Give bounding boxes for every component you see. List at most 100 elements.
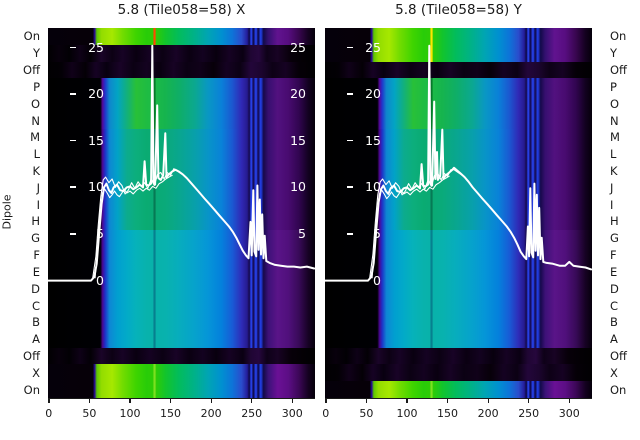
dipole-label-i-10: I	[36, 197, 40, 212]
heatmap-row-on-0	[48, 28, 315, 46]
level-tick-left-25: 25	[345, 40, 381, 56]
heatmap-row-j-9	[48, 179, 315, 197]
heatmap-row-d-15	[325, 280, 592, 298]
dipole-label-d-15: D	[31, 281, 40, 296]
tick-dash	[347, 139, 353, 142]
power-line-overlay	[325, 44, 592, 282]
x-tick-label-150: 150	[437, 407, 459, 420]
x-tick-mark-300	[568, 399, 570, 403]
x-tick-mark-50	[365, 399, 368, 403]
heatmap-row-h-11	[325, 213, 592, 231]
trace-band3	[371, 175, 450, 279]
level-tick-right-10: 10	[290, 179, 306, 195]
heatmap-row-x-20	[48, 364, 315, 382]
dipole-label-c-16: C	[31, 298, 40, 313]
dipole-label-on-21: On	[610, 382, 627, 397]
dipole-label-d-15: D	[610, 281, 619, 296]
dipole-label-j-9: J	[610, 180, 614, 195]
dipole-label-n-5: N	[31, 113, 40, 128]
dipole-label-h-11: H	[610, 214, 619, 229]
dipole-label-m-6: M	[30, 130, 40, 145]
trace-band3	[94, 174, 173, 279]
tick-dash	[70, 232, 76, 235]
heatmap-row-p-3	[325, 78, 592, 96]
level-tick-right-5: 5	[298, 225, 306, 241]
heatmap-row-p-3	[48, 78, 315, 96]
x-tick-label-150: 150	[160, 407, 182, 420]
dipole-label-off-19: Off	[610, 348, 627, 363]
level-tick-left-10: 10	[345, 179, 381, 195]
heatmap-row-a-18	[48, 330, 315, 349]
trace-main	[325, 44, 592, 282]
dipole-label-x-20: X	[610, 365, 618, 380]
dipole-label-y-1: Y	[610, 46, 618, 61]
heatmap-row-on-0	[325, 28, 592, 46]
x-tick-label-300: 300	[558, 407, 580, 420]
x-tick-mark-0	[48, 399, 50, 403]
tick-dash	[347, 93, 353, 95]
x-tick-label-0: 0	[322, 407, 330, 420]
dipole-label-i-10: I	[610, 197, 614, 212]
heatmap-row-o-4	[325, 95, 592, 113]
x-tick-mark-250	[528, 399, 530, 403]
x-tick-mark-250	[251, 399, 253, 403]
heatmap-row-m-6	[325, 128, 592, 147]
dipole-label-p-3: P	[610, 79, 617, 94]
trace-band2	[369, 169, 463, 280]
level-tick-left-15: 15	[68, 133, 104, 149]
level-tick-right-15: 15	[290, 132, 306, 148]
dipole-label-l-7: L	[610, 147, 617, 162]
dipole-label-b-17: B	[32, 315, 40, 330]
dipole-label-g-12: G	[610, 231, 619, 246]
x-tick-mark-100	[406, 399, 408, 403]
heatmap-row-h-11	[48, 213, 315, 231]
level-tick-left-20: 20	[345, 86, 381, 102]
dipole-label-a-18: A	[610, 332, 618, 347]
heatmap-row-on-21	[48, 381, 315, 398]
dipole-label-on-0: On	[610, 29, 627, 44]
tick-dash	[70, 139, 76, 142]
x-tick-label-300: 300	[281, 407, 303, 420]
heatmap-row-n-5	[48, 112, 315, 130]
dipole-label-c-16: C	[610, 298, 619, 313]
x-axis-right: 0 50 100 150 200 250 300	[322, 399, 592, 429]
level-tick-left-0: 0	[373, 272, 381, 288]
heatmap-row-y-1	[48, 44, 315, 63]
heatmap-row-b-17	[325, 313, 592, 332]
heatmap-row-l-7	[48, 145, 315, 164]
dipole-label-g-12: G	[31, 231, 40, 246]
dipole-label-o-4: O	[30, 96, 40, 111]
dipole-label-f-13: F	[33, 248, 40, 263]
heatmap-row-g-12	[325, 229, 592, 248]
dipole-label-x-20: X	[32, 365, 40, 380]
level-tick-left-25: 25	[68, 40, 104, 56]
heatmap-row-on-21	[325, 381, 592, 398]
dipole-label-k-8: K	[610, 163, 618, 178]
x-tick-label-50: 50	[82, 407, 97, 420]
x-tick-label-0: 0	[45, 407, 53, 420]
heatmap-row-i-10	[48, 196, 315, 214]
heatmap-row-b-17	[48, 313, 315, 332]
dipole-label-f-13: F	[610, 248, 617, 263]
dipole-label-on-0: On	[23, 29, 40, 44]
tick-dash	[347, 46, 353, 49]
x-tick-mark-200	[210, 399, 212, 403]
dipole-label-p-3: P	[33, 79, 40, 94]
tick-dash	[70, 186, 76, 188]
x-tick-mark-150	[169, 399, 172, 403]
heatmap-row-l-7	[325, 145, 592, 164]
x-tick-mark-100	[129, 399, 131, 403]
heatmap-row-m-6	[48, 128, 315, 147]
plot-title-y: 5.8 (Tile058=58) Y	[395, 2, 522, 18]
dipole-label-off-2: Off	[23, 63, 40, 78]
heatmap-row-off-19	[325, 347, 592, 366]
heatmap-row-off-2	[48, 61, 315, 80]
x-tick-mark-300	[291, 399, 293, 403]
dipole-label-n-5: N	[610, 113, 619, 128]
level-tick-left-20: 20	[68, 86, 104, 102]
dipole-label-on-21: On	[23, 382, 40, 397]
heatmap-row-off-2	[325, 61, 592, 80]
plot-title-x: 5.8 (Tile058=58) X	[117, 2, 246, 18]
heatmap-plot-x: 25 20 15 10 5 0 25 20 15 10 5	[48, 28, 315, 399]
